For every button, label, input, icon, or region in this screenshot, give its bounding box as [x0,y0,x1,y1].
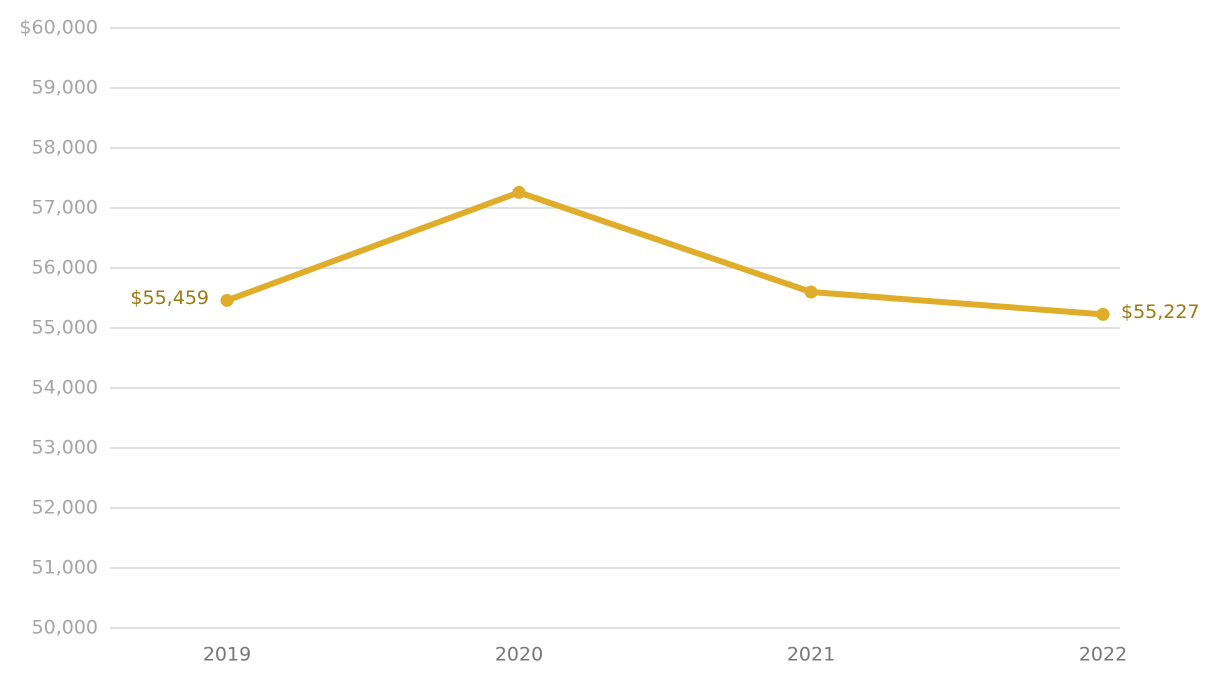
y-tick-label: 52,000 [32,497,98,519]
data-point [512,185,526,199]
series-line [225,189,1104,318]
y-tick-label: 58,000 [32,137,98,159]
x-tick-label: 2022 [1079,644,1127,666]
y-tick-label: $60,000 [19,17,98,39]
x-tick-label: 2021 [787,644,835,666]
data-point [220,293,234,307]
y-tick-label: 57,000 [32,197,98,219]
x-tick-label: 2019 [203,644,251,666]
y-tick-label: 55,000 [32,317,98,339]
x-tick-label: 2020 [495,644,543,666]
y-tick-label: 50,000 [32,617,98,639]
data-point [804,285,818,299]
value-label: $55,459 [130,287,209,309]
y-tick-label: 54,000 [32,377,98,399]
value-label: $55,227 [1121,301,1200,323]
y-tick-label: 56,000 [32,257,98,279]
data-point [1096,307,1110,321]
y-tick-label: 59,000 [32,77,98,99]
y-tick-label: 53,000 [32,437,98,459]
y-tick-label: 51,000 [32,557,98,579]
